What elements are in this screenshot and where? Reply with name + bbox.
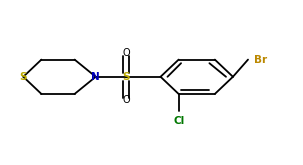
Text: Cl: Cl (173, 116, 184, 126)
Text: S: S (122, 72, 130, 82)
Text: O: O (122, 48, 130, 58)
Text: N: N (91, 72, 100, 82)
Text: O: O (122, 96, 130, 105)
Text: Br: Br (254, 55, 267, 65)
Text: S: S (20, 72, 27, 82)
